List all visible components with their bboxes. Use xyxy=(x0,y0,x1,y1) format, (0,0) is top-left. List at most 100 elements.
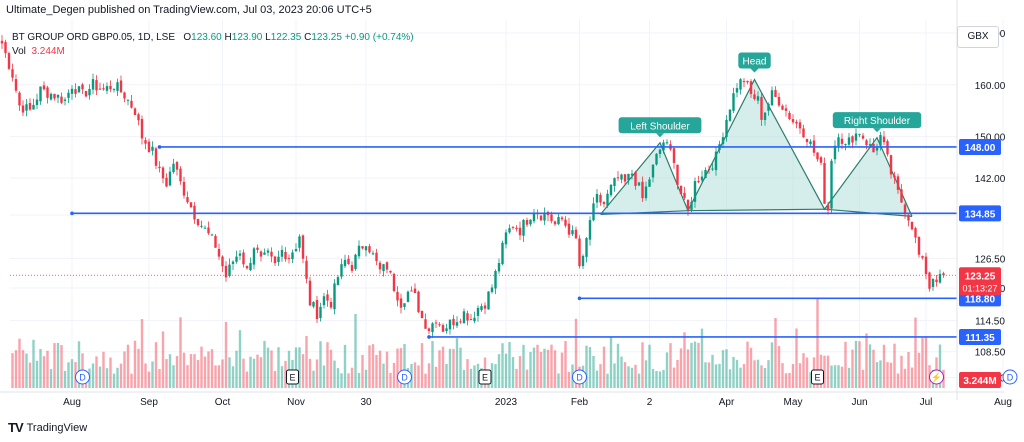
pattern-label-text: Right Shoulder xyxy=(844,116,911,127)
candle xyxy=(651,164,655,183)
close-label: C xyxy=(304,32,312,43)
volume-bar xyxy=(882,344,886,388)
volume-bar xyxy=(242,358,245,388)
candle-body xyxy=(728,109,732,121)
candle-body xyxy=(399,298,403,308)
candle-body xyxy=(704,169,707,178)
candle-body xyxy=(791,119,795,123)
candle-body xyxy=(116,82,119,91)
candle-body xyxy=(315,299,319,319)
volume-bar xyxy=(417,365,420,388)
event-earnings-marker[interactable]: E xyxy=(286,369,299,385)
candle xyxy=(896,173,900,194)
event-earnings-marker[interactable]: E xyxy=(811,369,824,385)
volume-bar xyxy=(189,354,193,388)
candle-body xyxy=(942,273,945,276)
candle-body xyxy=(81,84,84,90)
event-dividend-marker[interactable]: D xyxy=(75,369,90,385)
level-tag-text: 148.00 xyxy=(965,143,996,154)
volume-bar xyxy=(837,365,840,388)
candle xyxy=(200,220,203,229)
candle xyxy=(931,278,935,291)
volume-bar xyxy=(830,365,833,388)
candle-body xyxy=(252,248,256,265)
candle-body xyxy=(700,176,704,181)
candle-body xyxy=(861,135,865,139)
volume-tag-text: 3.244M xyxy=(963,376,996,387)
open-label: O xyxy=(183,32,192,43)
candle xyxy=(616,171,620,181)
time-tick-label: 30 xyxy=(360,397,372,408)
candle xyxy=(473,311,476,324)
time-tick-label: 2 xyxy=(647,397,653,408)
currency-button[interactable]: GBX xyxy=(957,26,999,48)
symbol-name[interactable]: BT GROUP ORD GBP0.05, 1D, LSE xyxy=(12,32,176,43)
volume-bar xyxy=(249,356,252,388)
candle xyxy=(273,255,277,267)
volume-bar xyxy=(735,359,739,388)
candle-body xyxy=(392,273,396,292)
candle-body xyxy=(277,256,280,262)
candle xyxy=(0,35,4,49)
candle xyxy=(228,258,231,278)
candle-body xyxy=(693,181,697,202)
volume-bar xyxy=(284,360,287,388)
event-dividend-marker[interactable]: D xyxy=(572,369,587,385)
pattern-label-text: Left Shoulder xyxy=(630,121,690,132)
candle xyxy=(291,249,294,264)
volume-bar xyxy=(875,362,879,388)
candle-body xyxy=(651,164,655,178)
candle-body xyxy=(522,219,525,236)
candle xyxy=(536,209,539,220)
candle-body xyxy=(609,184,613,196)
candle-body xyxy=(326,294,329,301)
candle-body xyxy=(245,266,249,269)
candle xyxy=(658,148,662,158)
volume-bar xyxy=(140,319,144,388)
candle xyxy=(487,291,490,310)
volume-bar xyxy=(280,366,284,388)
event-dividend-marker[interactable]: D xyxy=(397,369,412,385)
volume-bar xyxy=(893,343,896,388)
candle xyxy=(777,92,781,108)
candle xyxy=(501,240,504,266)
candle xyxy=(11,63,14,82)
candle xyxy=(427,327,431,335)
candle xyxy=(525,217,529,227)
candle-body xyxy=(420,310,424,319)
event-earnings-marker[interactable]: E xyxy=(478,369,492,385)
candle-body xyxy=(4,42,7,53)
candle-body xyxy=(518,227,522,236)
candle xyxy=(112,88,116,93)
volume-bar xyxy=(637,373,641,388)
candle xyxy=(756,91,760,105)
candle-body xyxy=(903,204,907,215)
candle-body xyxy=(763,112,767,120)
candle xyxy=(760,92,763,126)
volume-bar xyxy=(466,359,469,388)
candle xyxy=(854,128,858,146)
volume-bar xyxy=(917,352,921,388)
event-dividend-marker[interactable]: D xyxy=(1002,369,1018,385)
candle xyxy=(403,303,406,310)
volume-bar xyxy=(245,371,249,388)
candle xyxy=(872,138,875,153)
candle-body xyxy=(462,311,466,324)
level-anchor xyxy=(157,145,162,149)
volume-bar xyxy=(669,343,672,388)
time-tick-label: 2023 xyxy=(495,397,518,408)
volume-bar xyxy=(760,365,763,388)
candle-body xyxy=(938,273,942,283)
candle xyxy=(14,74,18,93)
volume-bar xyxy=(161,331,165,388)
volume-bar xyxy=(795,328,798,388)
volume-bar xyxy=(777,346,781,388)
volume-bar xyxy=(326,342,329,388)
candle-body xyxy=(259,251,263,257)
volume-bar xyxy=(137,348,140,388)
volume-bar xyxy=(217,365,221,388)
event-split-marker[interactable]: ⚡ xyxy=(929,369,944,385)
candle-body xyxy=(340,264,343,277)
candle-body xyxy=(130,100,133,108)
